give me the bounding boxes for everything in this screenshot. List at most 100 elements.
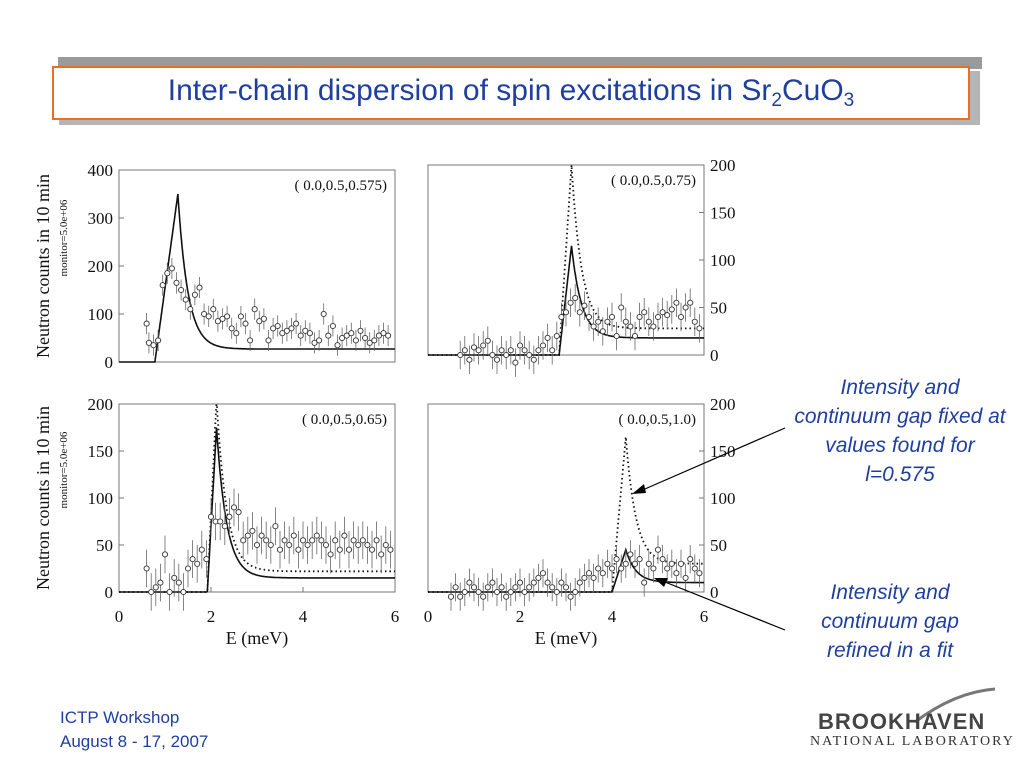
data-point [205, 313, 212, 320]
data-point [677, 313, 685, 321]
data-point [221, 523, 228, 530]
data-point [682, 304, 689, 311]
data-point [659, 556, 666, 563]
data-point [581, 574, 588, 581]
y-tick-label: 0 [105, 353, 114, 372]
data-point [567, 593, 574, 600]
data-point [585, 313, 593, 321]
data-point [150, 342, 157, 349]
data-point [521, 347, 528, 354]
data-point [364, 541, 371, 549]
data-point [526, 351, 533, 359]
data-point [237, 313, 244, 320]
data-point [650, 323, 657, 330]
data-point [461, 588, 468, 596]
data-point [645, 318, 652, 325]
y-tick-label: 100 [710, 489, 736, 508]
data-point [558, 579, 565, 586]
data-point [256, 318, 263, 325]
y-tick-label: 100 [88, 305, 114, 324]
data-point [466, 579, 473, 586]
data-point [339, 334, 346, 342]
data-point [613, 556, 620, 563]
data-point [359, 537, 366, 544]
data-point [631, 332, 639, 340]
y-tick-label: 400 [88, 161, 114, 180]
data-point [196, 284, 203, 291]
data-point [279, 330, 286, 337]
data-point [355, 541, 362, 549]
data-point [590, 574, 597, 581]
data-point [228, 325, 235, 332]
data-point [562, 584, 570, 591]
data-point [654, 546, 662, 553]
data-point [503, 593, 510, 600]
title-subscript-2: 3 [843, 90, 855, 111]
panel-q-label: ( 0.0,0.5,0.575) [295, 178, 388, 194]
data-point [668, 306, 675, 313]
data-point [187, 306, 194, 313]
data-point [613, 332, 620, 340]
data-point [155, 337, 162, 344]
x-tick-label: 2 [207, 607, 216, 626]
data-point [380, 330, 387, 337]
y-axis-sublabel: monitor=5.0e+06 [58, 199, 70, 276]
y-tick-label: 200 [710, 395, 736, 414]
x-tick-label: 0 [424, 607, 433, 626]
data-point [263, 537, 270, 544]
logo-top-text: BROOKHAVEN [818, 709, 986, 734]
data-point [457, 593, 464, 600]
data-point [161, 551, 169, 558]
y-tick-label: 0 [710, 346, 719, 365]
data-point [576, 579, 583, 586]
data-point [470, 584, 478, 591]
data-point [274, 322, 281, 330]
data-point [516, 579, 524, 586]
data-point [475, 588, 482, 596]
data-point [447, 593, 455, 600]
data-point [493, 356, 501, 363]
footer-workshop: ICTP Workshop [60, 708, 180, 727]
data-point [498, 584, 505, 591]
data-point [480, 593, 487, 600]
data-point [304, 541, 311, 549]
annotation-refined: Intensity and continuum gap refined in a… [821, 581, 959, 662]
data-point [650, 565, 657, 572]
y-tick-label: 0 [710, 583, 719, 602]
panel-q-label: ( 0.0,0.5,0.75) [611, 173, 696, 189]
data-point [265, 337, 272, 344]
data-point [466, 356, 473, 363]
panel-q-label: ( 0.0,0.5,1.0) [619, 412, 697, 428]
data-point [191, 291, 198, 298]
data-point [512, 584, 519, 591]
data-point [316, 337, 323, 344]
data-point [164, 270, 171, 277]
data-point [157, 579, 164, 586]
data-point [664, 312, 671, 319]
data-point [325, 332, 332, 339]
data-point [558, 313, 565, 321]
data-point [636, 313, 643, 321]
data-point [475, 347, 482, 354]
data-point [590, 323, 597, 330]
data-point [175, 579, 182, 586]
data-point [247, 337, 254, 344]
x-tick-label: 6 [391, 607, 400, 626]
y-axis-label: Neutron counts in 10 min [33, 406, 53, 590]
data-point [618, 565, 625, 572]
logo-bottom-text: NATIONAL LABORATORY [810, 734, 1015, 749]
data-point [484, 584, 491, 591]
data-point [219, 315, 226, 322]
data-point [345, 546, 353, 553]
y-tick-label: 150 [710, 204, 736, 223]
data-point [521, 588, 528, 596]
data-point [618, 304, 625, 311]
data-point [687, 556, 694, 563]
data-point [691, 565, 698, 572]
y-tick-label: 200 [88, 257, 114, 276]
data-point [295, 546, 302, 553]
y-tick-label: 0 [105, 583, 114, 602]
data-point [343, 332, 350, 339]
data-point [145, 339, 152, 346]
